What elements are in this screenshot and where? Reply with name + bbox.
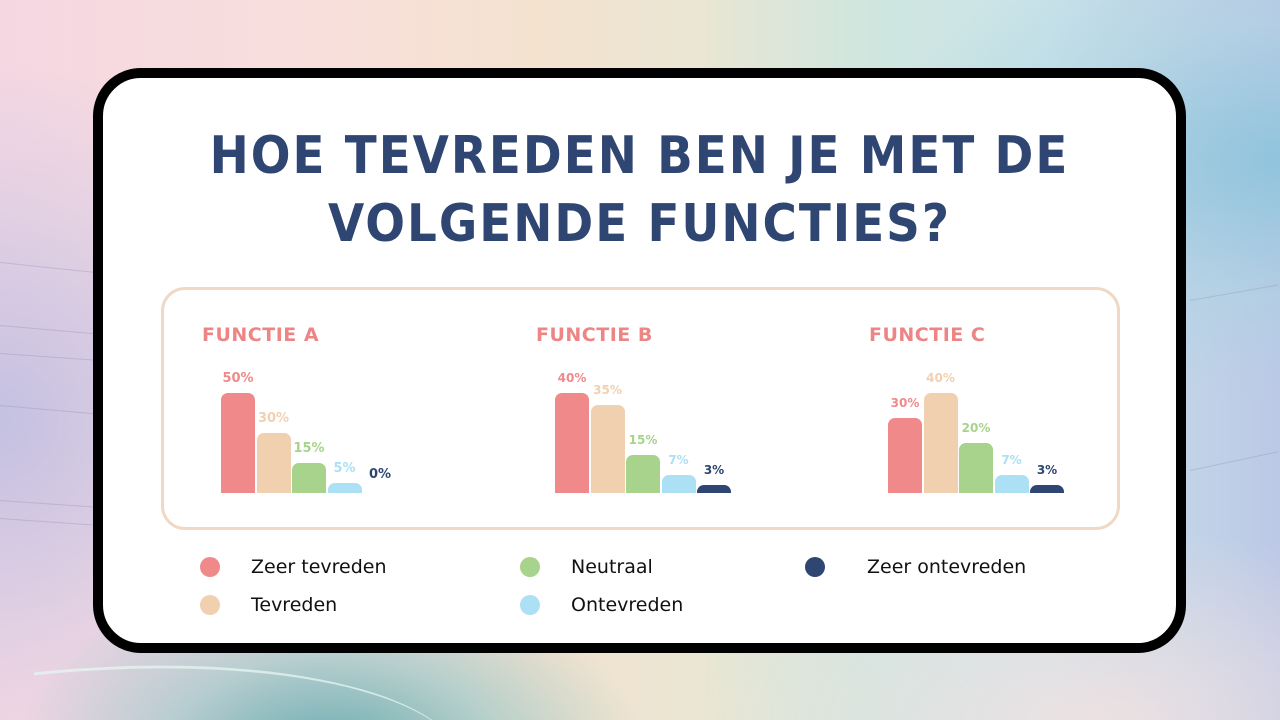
bar-value-label: 15% <box>293 441 325 456</box>
bar-zeer-tevreden <box>555 393 589 493</box>
background-streak <box>1189 451 1279 471</box>
legend-label: Zeer tevreden <box>251 556 387 578</box>
bar-value-label: 15% <box>628 433 658 447</box>
legend-item-tevreden: Tevreden <box>200 594 337 616</box>
legend-label: Neutraal <box>571 556 653 578</box>
legend: Zeer tevreden Tevreden Neutraal Ontevred… <box>103 78 1176 643</box>
bar-value-label: 50% <box>222 371 254 386</box>
background-streak <box>0 325 95 335</box>
chart-title: Functie B <box>536 324 653 346</box>
bar-ontevreden <box>327 483 362 493</box>
bar-value-label: 5% <box>333 461 356 476</box>
bar-tevreden <box>923 393 958 493</box>
legend-item-neutraal: Neutraal <box>520 556 653 578</box>
bar-neutraal <box>626 455 660 493</box>
legend-label: Ontevreden <box>571 594 684 616</box>
legend-dot-ontevreden <box>520 595 540 615</box>
bar-value-label: 7% <box>1001 453 1022 467</box>
bar-neutraal <box>959 443 993 493</box>
bar-value-label: 3% <box>703 463 725 477</box>
background-streak <box>0 353 95 361</box>
legend-label: Tevreden <box>251 594 338 616</box>
bar-value-label: 40% <box>557 371 587 385</box>
bar-value-label: 30% <box>890 396 920 410</box>
bar-chart-functie-a: Functie A 50% 30% 15% 5% 0% <box>202 290 402 527</box>
bar-ontevreden <box>661 475 696 493</box>
background-streak <box>0 405 95 415</box>
legend-item-zeer-ontevreden: Zeer ontevreden <box>805 556 1026 578</box>
bar-ontevreden <box>994 475 1029 493</box>
legend-dot-tevreden <box>200 595 220 615</box>
bar-zeer-tevreden <box>221 393 255 493</box>
bar-zeer-ontevreden <box>1030 485 1064 493</box>
legend-item-zeer-tevreden: Zeer tevreden <box>200 556 387 578</box>
bar-zeer-ontevreden <box>697 485 731 493</box>
legend-dot-neutraal <box>520 557 540 577</box>
background-streak <box>0 518 95 526</box>
title-line-1: Hoe tevreden ben je met de <box>209 126 1070 186</box>
bar-zeer-tevreden <box>888 418 922 493</box>
page-title: Hoe tevreden ben je met de volgende func… <box>103 122 1176 258</box>
bar-tevreden <box>590 405 625 493</box>
bar-value-label: 35% <box>593 383 622 397</box>
legend-label: Zeer ontevreden <box>867 556 1027 578</box>
survey-card: Hoe tevreden ben je met de volgende func… <box>93 68 1186 653</box>
bar-value-label: 0% <box>368 467 392 482</box>
legend-dot-zeer-ontevreden <box>805 557 825 577</box>
charts-container: Functie A 50% 30% 15% 5% 0% Functie B 40% 35% 15%… <box>161 287 1120 530</box>
bar-value-label: 7% <box>668 453 689 467</box>
bar-value-label: 30% <box>257 411 290 426</box>
chart-title: Functie A <box>202 324 320 346</box>
background-streak <box>1189 284 1279 301</box>
bar-value-label: 3% <box>1036 463 1058 477</box>
background-streak <box>0 262 95 273</box>
bar-chart-functie-c: Functie C 30% 40% 20% 7% 3% <box>869 290 1069 527</box>
bar-value-label: 20% <box>961 421 991 435</box>
legend-item-ontevreden: Ontevreden <box>520 594 683 616</box>
bar-neutraal <box>292 463 326 493</box>
bar-value-label: 40% <box>926 371 955 385</box>
legend-dot-zeer-tevreden <box>200 557 220 577</box>
bar-chart-functie-b: Functie B 40% 35% 15% 7% 3% <box>536 290 736 527</box>
background-streak <box>0 500 95 508</box>
title-line-2: volgende functies? <box>327 194 951 254</box>
bar-tevreden <box>256 433 291 493</box>
chart-title: Functie C <box>869 324 986 346</box>
